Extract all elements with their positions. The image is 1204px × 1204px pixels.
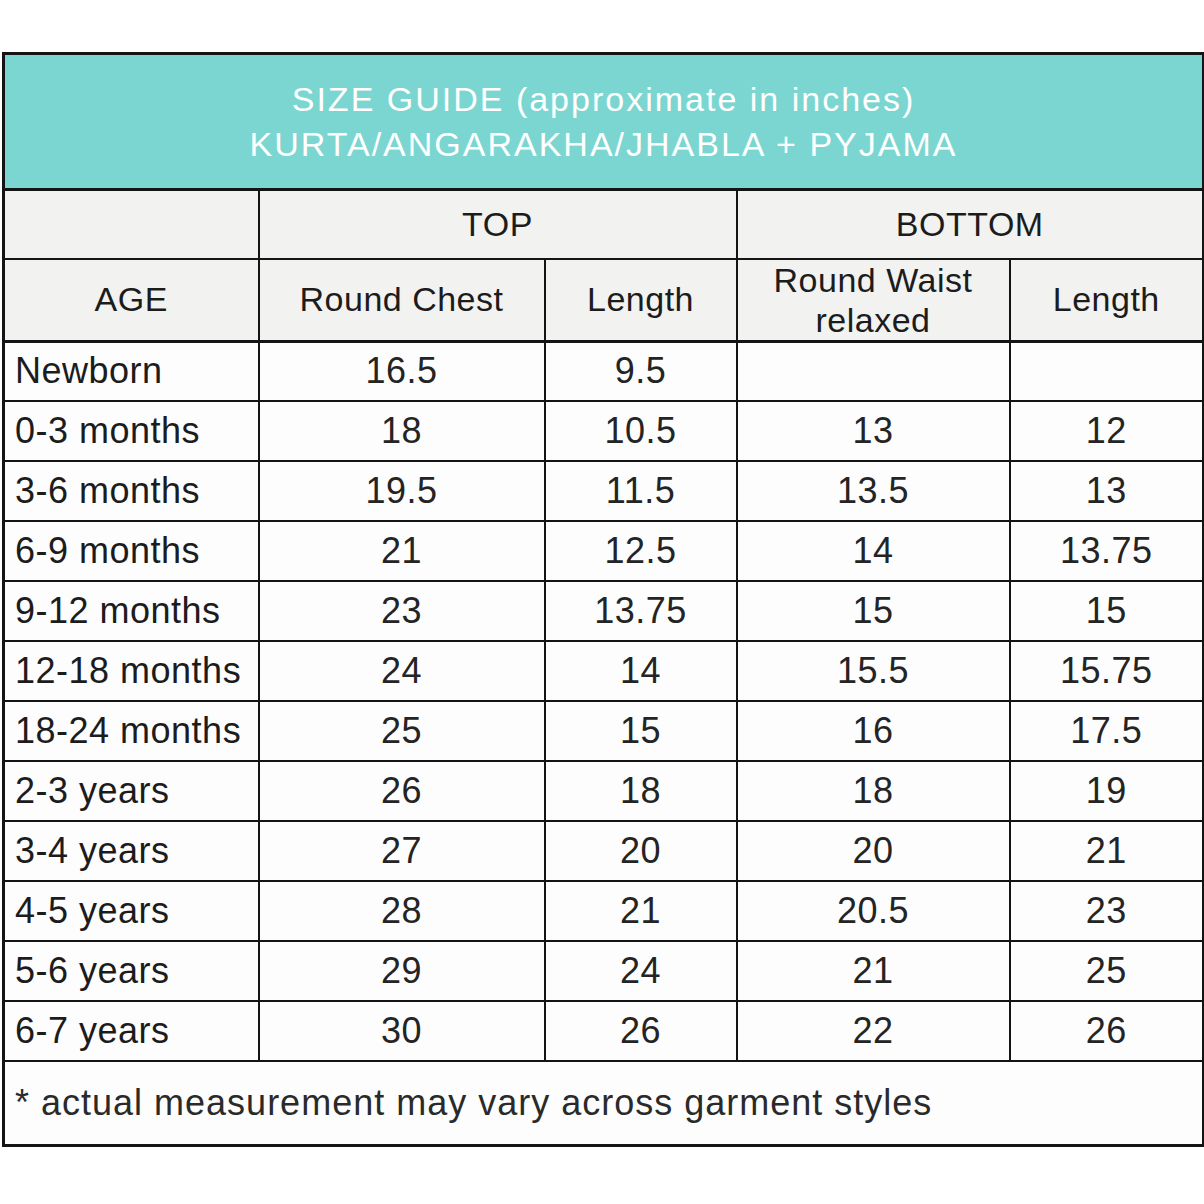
table-row: 6-9 months 21 12.5 14 13.75 [4, 521, 1204, 581]
age-cell: 18-24 months [4, 701, 259, 761]
age-cell: 12-18 months [4, 641, 259, 701]
bottom-length-cell: 23 [1010, 881, 1204, 941]
round-chest-cell: 28 [259, 881, 545, 941]
size-guide-page: SIZE GUIDE (approximate in inches) KURTA… [0, 0, 1204, 1204]
group-header-top: TOP [259, 190, 737, 259]
round-waist-cell: 13 [737, 401, 1010, 461]
bottom-length-cell: 19 [1010, 761, 1204, 821]
age-cell: 4-5 years [4, 881, 259, 941]
table-row: Newborn 16.5 9.5 [4, 341, 1204, 401]
age-cell: 9-12 months [4, 581, 259, 641]
table-row: 18-24 months 25 15 16 17.5 [4, 701, 1204, 761]
table-row: 3-6 months 19.5 11.5 13.5 13 [4, 461, 1204, 521]
round-chest-cell: 27 [259, 821, 545, 881]
top-length-cell: 11.5 [545, 461, 737, 521]
round-chest-cell: 19.5 [259, 461, 545, 521]
age-cell: 5-6 years [4, 941, 259, 1001]
round-chest-cell: 23 [259, 581, 545, 641]
round-waist-cell [737, 341, 1010, 401]
group-header-empty [4, 190, 259, 259]
round-chest-cell: 24 [259, 641, 545, 701]
footnote-row: * actual measurement may vary across gar… [4, 1061, 1204, 1145]
footnote: * actual measurement may vary across gar… [4, 1061, 1204, 1145]
round-chest-cell: 29 [259, 941, 545, 1001]
round-waist-cell: 13.5 [737, 461, 1010, 521]
age-cell: 2-3 years [4, 761, 259, 821]
bottom-length-cell: 17.5 [1010, 701, 1204, 761]
col-header-round-waist-label: Round Waist relaxed [764, 260, 982, 340]
col-header-round-chest: Round Chest [259, 259, 545, 342]
bottom-length-cell [1010, 341, 1204, 401]
round-waist-cell: 20 [737, 821, 1010, 881]
age-cell: 6-9 months [4, 521, 259, 581]
age-cell: 6-7 years [4, 1001, 259, 1061]
bottom-length-cell: 21 [1010, 821, 1204, 881]
age-cell: 3-4 years [4, 821, 259, 881]
table-row: 2-3 years 26 18 18 19 [4, 761, 1204, 821]
top-length-cell: 21 [545, 881, 737, 941]
bottom-length-cell: 13 [1010, 461, 1204, 521]
size-guide-table: SIZE GUIDE (approximate in inches) KURTA… [2, 52, 1204, 1147]
round-chest-cell: 21 [259, 521, 545, 581]
round-chest-cell: 30 [259, 1001, 545, 1061]
top-length-cell: 24 [545, 941, 737, 1001]
col-header-top-length: Length [545, 259, 737, 342]
table-row: 3-4 years 27 20 20 21 [4, 821, 1204, 881]
top-length-cell: 12.5 [545, 521, 737, 581]
bottom-length-cell: 26 [1010, 1001, 1204, 1061]
table-row: 4-5 years 28 21 20.5 23 [4, 881, 1204, 941]
bottom-length-cell: 25 [1010, 941, 1204, 1001]
table-row: 12-18 months 24 14 15.5 15.75 [4, 641, 1204, 701]
top-length-cell: 14 [545, 641, 737, 701]
table-row: 5-6 years 29 24 21 25 [4, 941, 1204, 1001]
col-header-bottom-length: Length [1010, 259, 1204, 342]
col-header-round-waist: Round Waist relaxed [737, 259, 1010, 342]
age-cell: 0-3 months [4, 401, 259, 461]
col-header-age: AGE [4, 259, 259, 342]
top-length-cell: 15 [545, 701, 737, 761]
column-header-row: AGE Round Chest Length Round Waist relax… [4, 259, 1204, 342]
round-waist-cell: 21 [737, 941, 1010, 1001]
round-waist-cell: 18 [737, 761, 1010, 821]
round-waist-cell: 22 [737, 1001, 1010, 1061]
round-chest-cell: 18 [259, 401, 545, 461]
top-length-cell: 13.75 [545, 581, 737, 641]
bottom-length-cell: 13.75 [1010, 521, 1204, 581]
bottom-length-cell: 15.75 [1010, 641, 1204, 701]
banner-title-line2: KURTA/ANGARAKHA/JHABLA + PYJAMA [5, 122, 1202, 166]
round-waist-cell: 15.5 [737, 641, 1010, 701]
banner-row: SIZE GUIDE (approximate in inches) KURTA… [4, 54, 1204, 190]
size-guide-banner: SIZE GUIDE (approximate in inches) KURTA… [4, 54, 1204, 190]
table-row: 9-12 months 23 13.75 15 15 [4, 581, 1204, 641]
top-length-cell: 18 [545, 761, 737, 821]
table-row: 0-3 months 18 10.5 13 12 [4, 401, 1204, 461]
round-waist-cell: 14 [737, 521, 1010, 581]
bottom-length-cell: 15 [1010, 581, 1204, 641]
round-waist-cell: 16 [737, 701, 1010, 761]
bottom-length-cell: 12 [1010, 401, 1204, 461]
banner-title-line1: SIZE GUIDE (approximate in inches) [5, 77, 1202, 121]
group-header-row: TOP BOTTOM [4, 190, 1204, 259]
table-row: 6-7 years 30 26 22 26 [4, 1001, 1204, 1061]
group-header-bottom: BOTTOM [737, 190, 1204, 259]
round-chest-cell: 16.5 [259, 341, 545, 401]
age-cell: Newborn [4, 341, 259, 401]
top-length-cell: 9.5 [545, 341, 737, 401]
round-waist-cell: 15 [737, 581, 1010, 641]
round-waist-cell: 20.5 [737, 881, 1010, 941]
top-length-cell: 10.5 [545, 401, 737, 461]
age-cell: 3-6 months [4, 461, 259, 521]
round-chest-cell: 26 [259, 761, 545, 821]
top-length-cell: 26 [545, 1001, 737, 1061]
top-length-cell: 20 [545, 821, 737, 881]
round-chest-cell: 25 [259, 701, 545, 761]
